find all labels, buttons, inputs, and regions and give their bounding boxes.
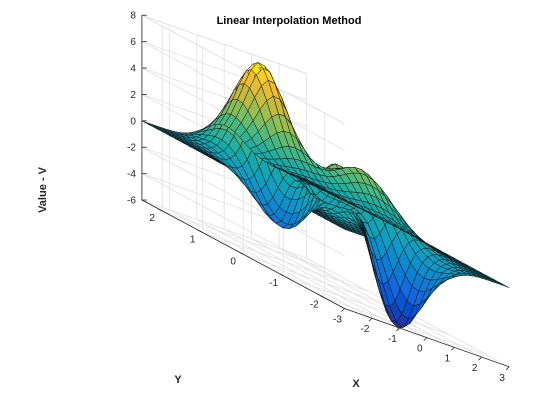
x-tick-mark <box>450 347 455 351</box>
y-tick-label: 0 <box>230 256 236 267</box>
x-tick-label: -1 <box>388 334 397 345</box>
y-tick-label: -2 <box>310 300 319 311</box>
y-tick-mark <box>279 273 284 277</box>
x-axis-label: X <box>352 378 360 390</box>
x-tick-label: 3 <box>499 373 505 384</box>
z-tick-label: -4 <box>127 169 136 180</box>
y-tick-mark <box>239 251 244 255</box>
z-tick-label: -2 <box>127 143 136 154</box>
z-tick-label: -6 <box>127 196 136 207</box>
z-tick-label: 8 <box>130 11 136 22</box>
y-tick-label: 1 <box>190 235 196 246</box>
x-tick-mark <box>368 317 373 322</box>
y-axis-label: Y <box>174 374 182 386</box>
y-tick-mark <box>320 295 325 299</box>
surface-plot <box>141 62 510 329</box>
x-tick-label: -2 <box>361 324 370 335</box>
x-tick-mark <box>505 366 510 371</box>
x-tick-label: 1 <box>445 353 451 364</box>
x-tick-label: 0 <box>417 344 423 355</box>
z-tick-label: 4 <box>130 64 136 75</box>
x-tick-label: 2 <box>472 363 478 374</box>
x-tick-mark <box>478 356 482 361</box>
x-tick-mark <box>423 337 428 341</box>
chart-title: Linear Interpolation Method <box>217 15 362 27</box>
y-tick-mark <box>157 208 163 212</box>
y-tick-label: 2 <box>149 213 155 224</box>
z-tick-label: 2 <box>130 90 136 101</box>
z-axis-label: Value - V <box>37 166 49 213</box>
surface-facet <box>496 281 510 288</box>
z-tick-label: 6 <box>130 37 136 48</box>
y-tick-label: -1 <box>269 278 278 289</box>
y-tick-mark <box>198 230 203 233</box>
x-tick-mark <box>396 327 400 332</box>
x-tick-mark <box>341 308 345 312</box>
x-tick-label: -3 <box>333 315 342 326</box>
axes: -3 -2 -1 0 1 2 3 -2 -1 0 1 2 -6 -4 -2 0 2 4 6 8 <box>127 11 510 384</box>
z-tick-label: 0 <box>130 116 136 127</box>
